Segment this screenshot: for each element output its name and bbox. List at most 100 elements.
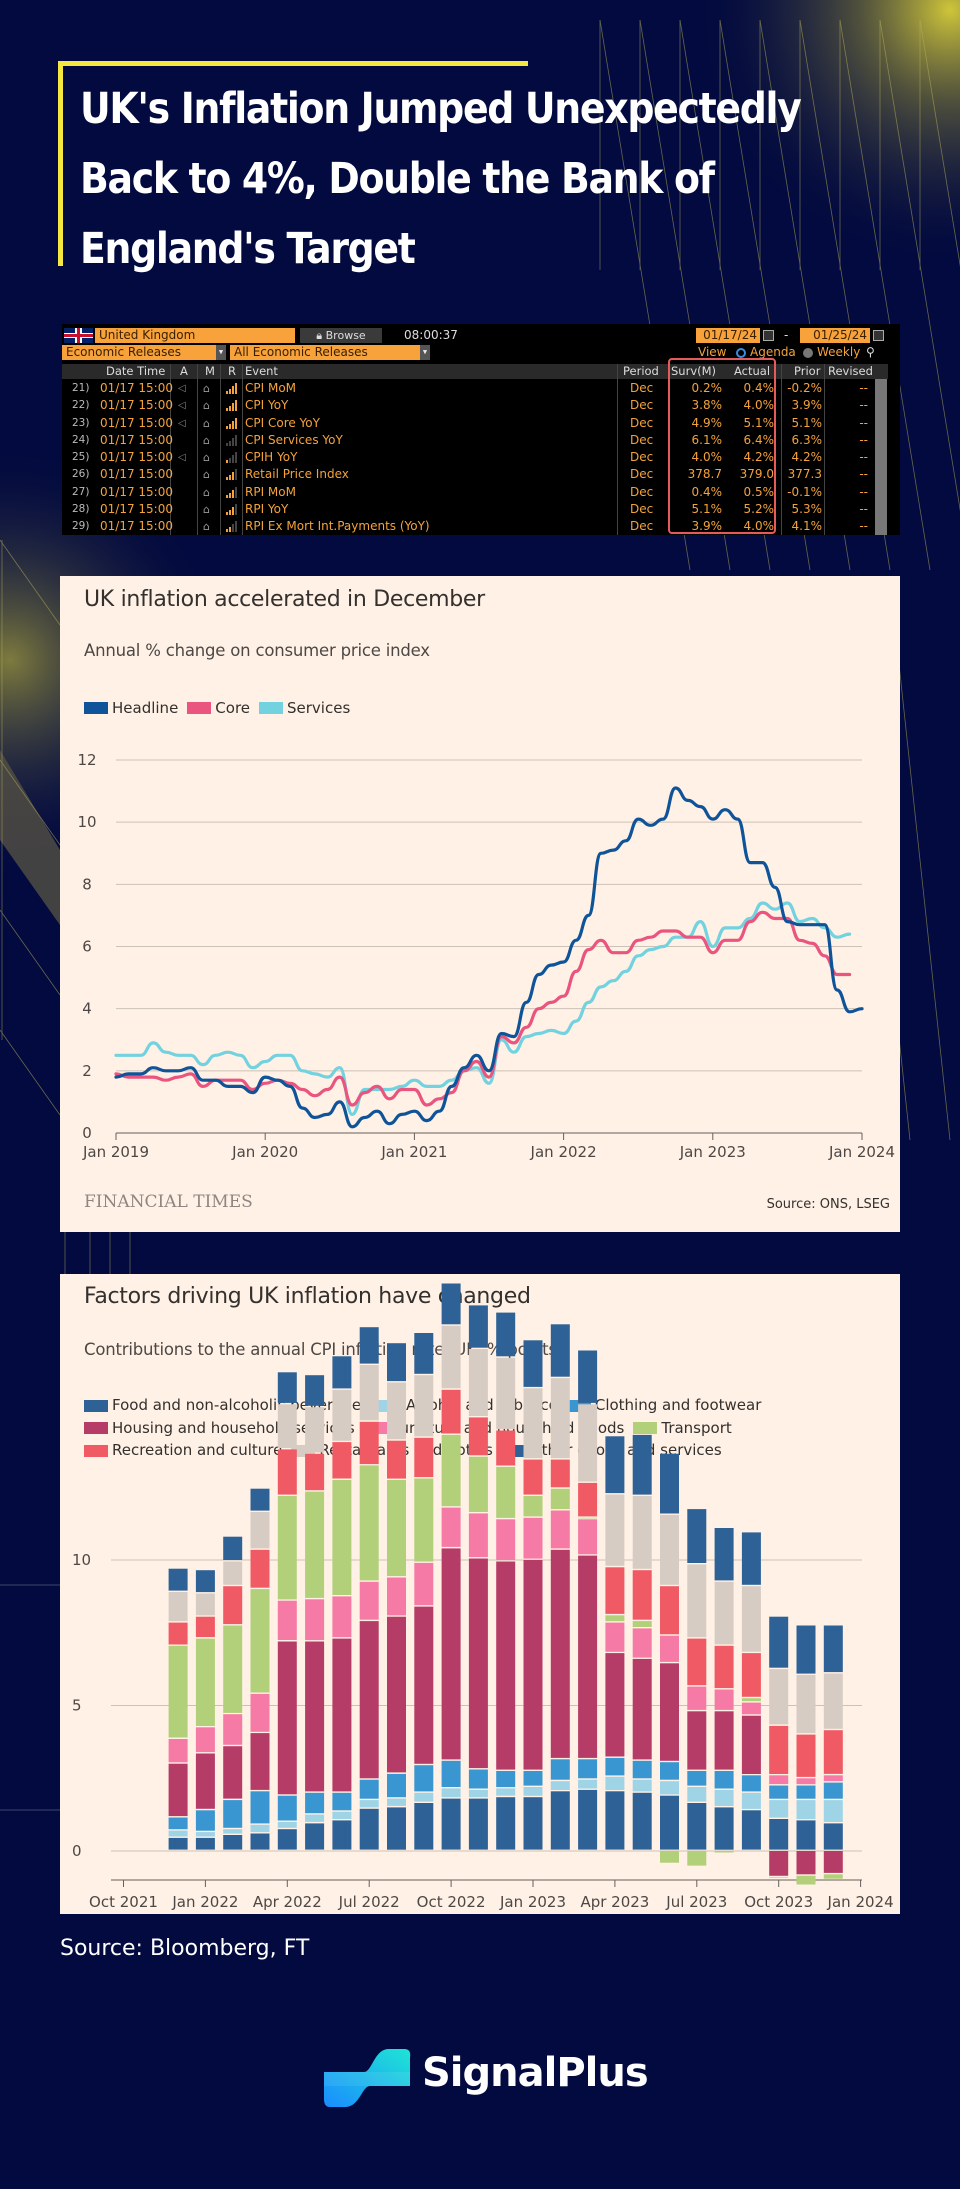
bar-segment (496, 1357, 516, 1430)
filter-dropdown[interactable]: All Economic Releases (230, 345, 420, 360)
col-event[interactable]: Event (245, 364, 278, 378)
bar-segment (468, 1349, 488, 1416)
col-datetime[interactable]: Date Time (106, 364, 166, 378)
bar-segment (277, 1404, 297, 1448)
bar-stack (387, 1343, 406, 1850)
bell-icon[interactable]: ⌂ (203, 468, 210, 482)
bell-icon[interactable]: ⌂ (203, 503, 210, 517)
page-title: UK's Inflation Jumped Unexpectedly Back … (80, 74, 802, 284)
highlight-box (668, 358, 776, 534)
table-row[interactable]: 29) 01/17 15:00 RPI Ex Mort Int.Payments (… (62, 518, 888, 535)
bar-segment (195, 1753, 215, 1809)
col-survey[interactable]: Surv(M) (671, 364, 717, 378)
bar-stack (496, 1312, 516, 1850)
table-row[interactable]: 21) 01/17 15:00 CPI MoM Dec 0.2% 0.4% -0.2% -- ◁… (62, 380, 888, 397)
bar-segment (223, 1714, 243, 1745)
relevance-bars-icon (226, 400, 237, 412)
table-row[interactable]: 28) 01/17 15:00 RPI YoY Dec 5.1% 5.2% 5.3% -- ⌂ (62, 501, 888, 518)
bar-segment (578, 1759, 598, 1779)
bell-icon[interactable]: ⌂ (203, 433, 210, 447)
bar-segment (332, 1638, 352, 1792)
weekly-radio[interactable] (803, 348, 813, 358)
agenda-label: Agenda (750, 345, 796, 359)
calendar-icon[interactable] (763, 330, 774, 341)
bar-segment (441, 1760, 461, 1787)
bar-segment (277, 1829, 297, 1850)
bar-segment (168, 1837, 188, 1850)
country-selector[interactable]: United Kingdom (95, 328, 295, 343)
zoom-search-icon[interactable]: ⚲ (866, 345, 875, 359)
row-survey: 378.7 (687, 467, 722, 482)
legend-item: Headline (84, 697, 178, 718)
category-dropdown[interactable]: Economic Releases (62, 345, 224, 360)
relevance-bars-icon (226, 521, 237, 533)
bar-segment (250, 1488, 270, 1511)
date-from-field[interactable]: 01/17/24 (696, 328, 760, 343)
bell-icon[interactable]: ⌂ (203, 382, 210, 395)
table-row[interactable]: 23) 01/17 15:00 CPI Core YoY Dec 4.9% 5.1% 5.1… (62, 415, 888, 432)
bar-stack (359, 1327, 379, 1850)
col-revised[interactable]: Revised (828, 364, 873, 378)
bar-segment (359, 1800, 379, 1808)
brand-name: SignalPlus (422, 2050, 649, 2096)
row-revised: -- (859, 484, 868, 499)
table-row[interactable]: 26) 01/17 15:00 Retail Price Index Dec 378.7… (62, 466, 888, 483)
bar-segment (632, 1792, 652, 1850)
bar-segment (796, 1820, 816, 1850)
col-a[interactable]: A (180, 364, 188, 378)
table-row[interactable]: 25) 01/17 15:00 CPIH YoY Dec 4.0% 4.2% 4.2% -- ◁… (62, 449, 888, 466)
chevron-down-icon[interactable]: ▼ (420, 345, 430, 360)
bar-segment (605, 1776, 625, 1790)
bell-icon[interactable]: ⌂ (203, 399, 210, 413)
bar-segment (387, 1577, 406, 1616)
bar-segment (359, 1327, 379, 1364)
row-actual: 6.4% (743, 432, 775, 447)
speaker-icon[interactable]: ◁ (178, 452, 186, 464)
agenda-radio[interactable] (736, 348, 746, 358)
bar-segment (496, 1561, 516, 1770)
stacked-bar-chart: 0 5 10 Oct 2021 Jan 2022 Apr 2022 Jul 2022 Oct … (72, 1283, 894, 1911)
speaker-icon[interactable]: ◁ (178, 400, 186, 412)
row-actual: 0.5% (743, 484, 775, 499)
bar-segment (168, 1645, 188, 1738)
bar-segment (468, 1417, 488, 1456)
col-m[interactable]: M (205, 364, 215, 378)
bar-segment (741, 1586, 761, 1652)
bell-icon[interactable]: ⌂ (203, 416, 210, 430)
date-to-field[interactable]: 01/25/24 (800, 328, 870, 343)
bar-segment (605, 1436, 625, 1494)
table-row[interactable]: 24) 01/17 15:00 CPI Services YoY Dec 6.1% 6.4… (62, 432, 888, 449)
speaker-icon[interactable]: ◁ (178, 383, 186, 394)
bell-icon[interactable]: ⌂ (203, 485, 210, 499)
col-r[interactable]: R (228, 364, 236, 378)
col-period[interactable]: Period (623, 364, 659, 378)
col-actual[interactable]: Actual (734, 364, 771, 378)
bar-segment (769, 1725, 789, 1774)
bar-segment (305, 1814, 325, 1822)
chevron-down-icon[interactable]: ▼ (216, 345, 226, 360)
browse-button[interactable]: 🔒︎ Browse (300, 328, 382, 343)
x-tick-label: Oct 2022 (417, 1893, 486, 1911)
calendar-icon[interactable] (873, 330, 884, 341)
bell-icon[interactable]: ⌂ (203, 520, 210, 534)
legend-swatch (187, 701, 212, 714)
row-period: Dec (630, 381, 654, 395)
bar-segment (332, 1820, 352, 1850)
bar-stack (550, 1324, 570, 1850)
x-tick-label: Jan 2022 (171, 1893, 238, 1911)
bar-stack (332, 1356, 352, 1850)
col-prior[interactable]: Prior (794, 364, 821, 378)
table-row[interactable]: 27) 01/17 15:00 RPI MoM Dec 0.4% 0.5% -0.1% -- ⌂ (62, 484, 888, 501)
bar-segment (277, 1600, 297, 1640)
row-survey: 0.2% (691, 381, 723, 395)
row-period: Dec (630, 398, 654, 413)
speaker-icon[interactable]: ◁ (178, 417, 186, 429)
bell-icon[interactable]: ⌂ (203, 451, 210, 465)
row-number: 23) (72, 416, 90, 429)
bar-segment (223, 1835, 243, 1850)
bar-segment (496, 1312, 516, 1357)
bar-segment (578, 1517, 598, 1519)
scrollbar[interactable] (875, 379, 887, 535)
table-row[interactable]: 22) 01/17 15:00 CPI YoY Dec 3.8% 4.0% 3.9% -- ◁ ⌂ (62, 397, 888, 414)
bar-segment (195, 1832, 215, 1837)
